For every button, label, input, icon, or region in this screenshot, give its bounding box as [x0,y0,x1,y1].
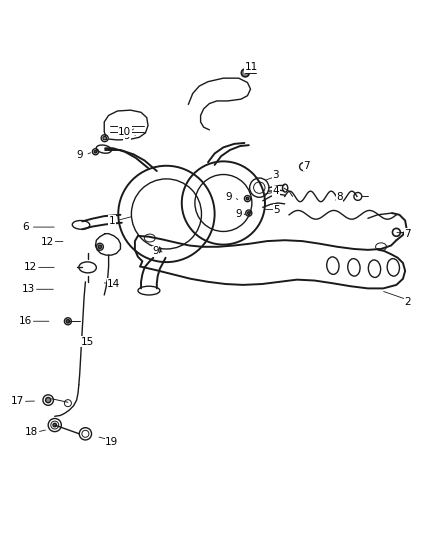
Text: 11: 11 [244,62,258,72]
Text: 15: 15 [81,337,94,347]
Text: 9: 9 [225,192,232,203]
Text: 9: 9 [77,150,84,160]
Circle shape [103,136,106,140]
Text: 8: 8 [336,192,343,203]
Text: 9: 9 [152,246,159,256]
Circle shape [300,163,307,171]
Text: 5: 5 [273,205,280,215]
Text: 10: 10 [118,127,131,136]
Text: 7: 7 [303,161,310,171]
Text: 3: 3 [272,169,279,180]
Circle shape [241,69,249,77]
Circle shape [46,398,51,403]
Circle shape [392,229,400,236]
Text: 19: 19 [105,437,118,447]
Circle shape [98,245,102,248]
Circle shape [156,248,159,251]
Text: 16: 16 [19,316,32,326]
Circle shape [246,197,249,200]
Text: 18: 18 [25,427,38,437]
Text: 12: 12 [41,237,54,247]
Text: 12: 12 [24,262,37,272]
Text: 2: 2 [404,296,411,306]
Text: 13: 13 [22,284,35,294]
Text: 9: 9 [124,131,131,141]
Text: 1: 1 [108,215,115,225]
Circle shape [53,423,57,427]
Text: 14: 14 [107,279,120,289]
Text: 17: 17 [11,397,24,406]
Circle shape [109,281,112,285]
Circle shape [247,212,250,214]
Circle shape [66,319,70,323]
Circle shape [94,150,97,153]
Text: 6: 6 [22,222,29,232]
Text: 9: 9 [235,209,242,219]
Text: 7: 7 [404,229,411,239]
Text: 4: 4 [272,186,279,196]
